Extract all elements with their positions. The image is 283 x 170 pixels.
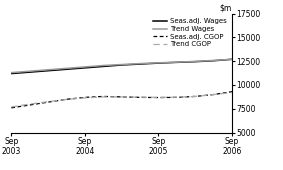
Seas.adj. Wages (46, 70, 50, 72)
Seas.adj. CGOP (120, 96, 123, 98)
Seas.adj. Wages (194, 61, 197, 63)
Seas.adj. CGOP (46, 101, 50, 103)
Legend: Seas.adj. Wages, Trend Wages, Seas.adj. CGOP, Trend CGOP: Seas.adj. Wages, Trend Wages, Seas.adj. … (153, 18, 226, 47)
Seas.adj. Wages (10, 73, 13, 75)
Seas.adj. CGOP (102, 95, 105, 97)
Trend CGOP (212, 94, 215, 96)
Line: Seas.adj. Wages: Seas.adj. Wages (11, 59, 232, 74)
Seas.adj. Wages (157, 62, 160, 64)
Trend Wages (194, 60, 197, 62)
Trend CGOP (65, 98, 68, 100)
Seas.adj. Wages (120, 64, 123, 66)
Seas.adj. CGOP (175, 96, 179, 98)
Seas.adj. Wages (28, 71, 31, 73)
Trend CGOP (10, 106, 13, 108)
Trend CGOP (46, 101, 50, 103)
Trend CGOP (28, 103, 31, 105)
Trend CGOP (194, 95, 197, 97)
Seas.adj. Wages (102, 65, 105, 67)
Trend Wages (102, 64, 105, 66)
Trend Wages (120, 64, 123, 66)
Seas.adj. Wages (175, 61, 179, 63)
Trend Wages (230, 58, 234, 60)
Trend CGOP (157, 96, 160, 98)
Trend CGOP (102, 96, 105, 98)
Trend Wages (175, 61, 179, 63)
Trend Wages (83, 66, 87, 68)
Seas.adj. CGOP (138, 96, 142, 98)
Trend Wages (212, 59, 215, 62)
Seas.adj. CGOP (28, 104, 31, 106)
Trend CGOP (138, 96, 142, 98)
Seas.adj. CGOP (194, 95, 197, 97)
Trend Wages (46, 69, 50, 71)
Line: Trend Wages: Trend Wages (11, 59, 232, 73)
Seas.adj. Wages (230, 58, 234, 60)
Trend CGOP (120, 96, 123, 98)
Trend Wages (10, 72, 13, 74)
Trend CGOP (175, 96, 179, 98)
Seas.adj. Wages (138, 63, 142, 65)
Line: Seas.adj. CGOP: Seas.adj. CGOP (11, 92, 232, 108)
Seas.adj. Wages (212, 60, 215, 62)
Trend CGOP (230, 92, 234, 94)
Trend Wages (65, 67, 68, 69)
Text: $m: $m (220, 3, 232, 12)
Seas.adj. CGOP (10, 107, 13, 109)
Trend Wages (138, 63, 142, 65)
Seas.adj. CGOP (83, 96, 87, 98)
Seas.adj. CGOP (65, 98, 68, 100)
Line: Trend CGOP: Trend CGOP (11, 93, 232, 107)
Trend Wages (157, 62, 160, 64)
Seas.adj. Wages (65, 68, 68, 70)
Seas.adj. CGOP (157, 97, 160, 99)
Seas.adj. Wages (83, 67, 87, 69)
Trend CGOP (83, 97, 87, 99)
Seas.adj. CGOP (230, 91, 234, 93)
Seas.adj. CGOP (212, 94, 215, 96)
Trend Wages (28, 70, 31, 72)
